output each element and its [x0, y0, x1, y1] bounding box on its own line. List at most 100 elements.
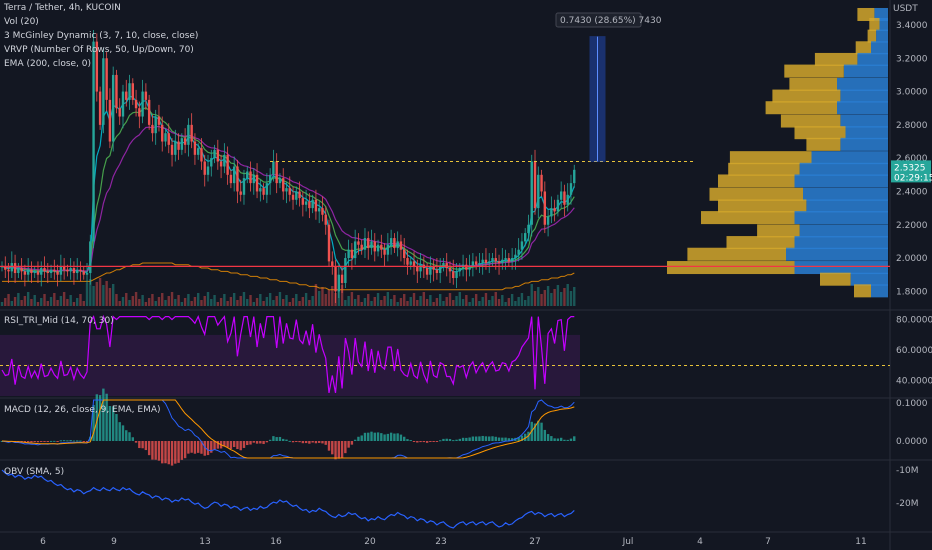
- macd-signal-line: [1, 399, 575, 459]
- candle-body: [530, 161, 533, 225]
- price-tick-label: 2.2000: [896, 221, 928, 231]
- macd-hist-bar: [190, 441, 193, 453]
- candle-body: [20, 268, 23, 272]
- candle-body: [353, 241, 357, 259]
- macd-hist-bar: [98, 395, 102, 441]
- volume-bar: [419, 296, 422, 306]
- candle-body: [193, 141, 197, 155]
- candle-body: [380, 244, 383, 250]
- volume-bar: [406, 301, 409, 306]
- macd-pane-title[interactable]: MACD (12, 26, close, 9, EMA, EMA): [4, 405, 161, 415]
- candle-body: [295, 191, 298, 200]
- volume-bar: [484, 293, 488, 306]
- volume-bar: [301, 297, 305, 306]
- macd-tick-label: 0.0000: [896, 437, 928, 447]
- volume-bar: [10, 301, 14, 306]
- candle-body: [510, 258, 514, 262]
- vp-down-bar: [784, 64, 844, 78]
- volume-bar: [125, 293, 128, 306]
- candle-body: [239, 191, 242, 195]
- macd-hist-bar: [435, 441, 439, 442]
- macd-hist-bar: [157, 441, 161, 461]
- obv-tick-label: -10M: [896, 466, 918, 476]
- volume-bar: [249, 295, 252, 306]
- volume-bar: [210, 299, 213, 306]
- rsi-pane-title[interactable]: RSI_TRI_Mid (14, 70, 30): [4, 316, 114, 326]
- candle-body: [278, 178, 282, 184]
- macd-hist-bar: [308, 441, 311, 444]
- vrvp-indicator-label[interactable]: VRVP (Number Of Rows, 50, Up/Down, 70): [4, 45, 194, 55]
- volume-bar: [147, 298, 151, 306]
- volume-bar: [49, 297, 53, 306]
- macd-hist-bar: [357, 436, 360, 441]
- volume-bar: [363, 298, 367, 306]
- candle-body: [327, 224, 331, 262]
- candle-body: [147, 99, 151, 125]
- candle-body: [167, 133, 170, 145]
- volume-bar: [180, 302, 184, 306]
- volume-bar: [510, 294, 514, 306]
- candle-body: [79, 269, 82, 272]
- macd-hist-bar: [288, 440, 291, 442]
- volume-bar: [206, 292, 210, 306]
- macd-hist-bar: [422, 441, 426, 443]
- macd-hist-bar: [236, 441, 239, 450]
- macd-hist-bar: [389, 432, 393, 441]
- obv-pane-title[interactable]: OBV (SMA, 5): [4, 467, 65, 477]
- ema-indicator-label[interactable]: EMA (200, close, 0): [4, 59, 92, 69]
- volume-bar: [43, 294, 46, 306]
- symbol-title[interactable]: Terra / Tether, 4h, KUCOIN: [4, 3, 121, 13]
- volume-bar: [262, 301, 265, 306]
- macd-hist-bar: [108, 406, 112, 441]
- volume-bar: [533, 291, 537, 306]
- vp-down-bar: [780, 114, 841, 128]
- candle-body: [357, 241, 360, 245]
- candle-body: [445, 263, 448, 269]
- macd-hist-bar: [151, 441, 154, 460]
- volume-bar: [105, 281, 108, 306]
- volume-bar: [468, 302, 471, 306]
- obv-tick-label: -20M: [896, 499, 918, 509]
- macd-hist-bar: [154, 441, 157, 460]
- mcginley-line: [1, 106, 575, 273]
- volume-bar: [278, 292, 282, 306]
- rsi-tick-label: 60.0000: [896, 346, 932, 356]
- mcginley-indicator-label[interactable]: 3 McGinley Dynamic (3, 7, 10, close, clo…: [4, 31, 199, 41]
- vp-up-bar: [840, 137, 888, 151]
- volume-bar: [543, 290, 547, 306]
- macd-hist-bar: [416, 441, 419, 443]
- macd-hist-bar: [537, 420, 540, 441]
- volume-bar: [79, 294, 82, 306]
- candle-body: [559, 191, 563, 200]
- volume-bar: [118, 301, 121, 306]
- candle-body: [563, 191, 566, 205]
- volume-bar: [442, 301, 445, 306]
- candle-body: [573, 169, 576, 184]
- candle-body: [334, 266, 337, 292]
- candle-body: [177, 141, 180, 150]
- candle-body: [282, 178, 285, 192]
- candle-body: [331, 261, 334, 267]
- volume-indicator-label[interactable]: Vol (20): [4, 17, 39, 27]
- volume-bar: [507, 298, 511, 306]
- price-tick-label: 2.6000: [896, 154, 928, 164]
- time-tick-label: 7: [765, 537, 771, 547]
- macd-hist-bar: [569, 438, 573, 441]
- volume-bar: [46, 301, 49, 306]
- time-tick-label: 20: [364, 537, 376, 547]
- candle-body: [465, 264, 468, 270]
- macd-hist-bar: [262, 441, 265, 445]
- candle-body: [232, 166, 236, 184]
- volume-bar: [488, 300, 491, 306]
- volume-bar: [246, 299, 249, 306]
- macd-hist-bar: [102, 388, 105, 441]
- candle-body: [216, 149, 220, 162]
- volume-bar: [383, 296, 386, 306]
- macd-hist-bar: [69, 440, 72, 442]
- candle-body: [265, 183, 269, 195]
- ema200-line: [2, 262, 575, 291]
- volume-bar: [350, 292, 354, 306]
- macd-hist-bar: [147, 441, 151, 456]
- candle-body: [105, 58, 108, 100]
